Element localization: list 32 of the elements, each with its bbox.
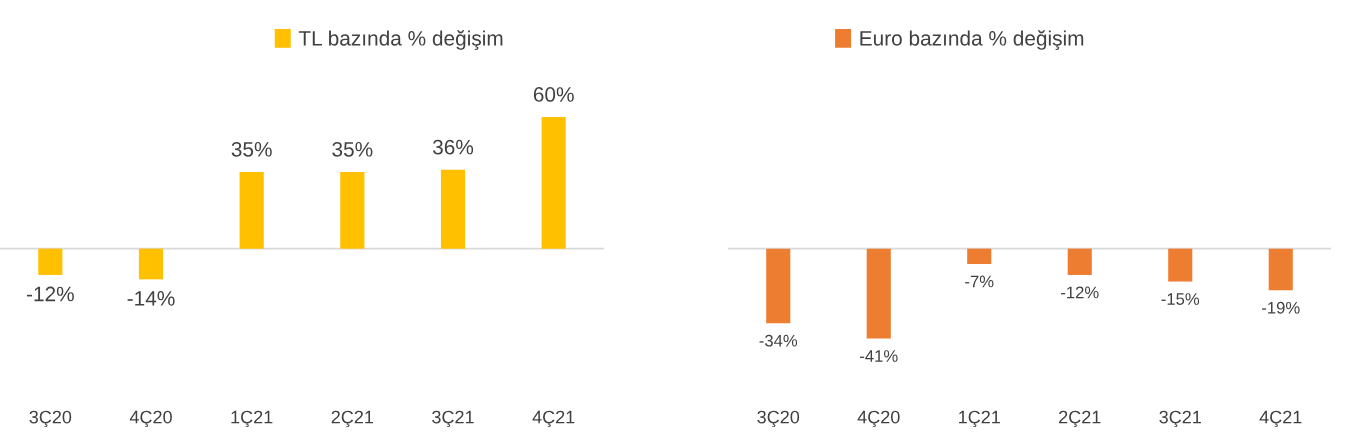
x-tick-label: 2Ç21 xyxy=(1059,410,1101,428)
x-tick-label: 3Ç21 xyxy=(432,410,474,428)
data-label: -41% xyxy=(860,350,898,362)
data-label: 35% xyxy=(231,141,272,157)
x-tick-label: 3Ç20 xyxy=(29,410,72,428)
data-label: -12% xyxy=(26,286,74,302)
x-tick-label: 4Ç20 xyxy=(857,410,900,428)
data-label: -7% xyxy=(965,275,994,288)
x-tick-label: 4Ç20 xyxy=(129,410,172,428)
bar xyxy=(138,248,164,280)
data-label: -14% xyxy=(127,291,175,306)
x-tick-label: 1Ç21 xyxy=(959,410,1000,428)
data-label: -12% xyxy=(1061,286,1099,299)
x-tick-label: 2Ç21 xyxy=(331,410,374,428)
bar xyxy=(239,171,264,249)
x-tick-label: 3Ç20 xyxy=(757,410,800,428)
bar xyxy=(38,248,63,275)
legend-label: TL bazında % değişim xyxy=(298,30,503,50)
data-label: -15% xyxy=(1161,293,1200,305)
data-label: -19% xyxy=(1262,301,1300,314)
bar xyxy=(541,117,566,249)
bar xyxy=(440,169,466,249)
bar xyxy=(340,171,365,249)
x-tick-label: 4Ç21 xyxy=(532,410,575,428)
x-tick-label: 1Ç21 xyxy=(231,410,273,428)
data-label: 36% xyxy=(432,139,474,155)
data-label: 35% xyxy=(332,141,373,157)
legend-label: Euro bazında % değişim xyxy=(860,30,1084,50)
x-tick-label: 4Ç21 xyxy=(1259,410,1302,428)
x-tick-label: 3Ç21 xyxy=(1159,410,1201,428)
data-label: 60% xyxy=(533,87,574,102)
data-label: -34% xyxy=(759,334,798,347)
